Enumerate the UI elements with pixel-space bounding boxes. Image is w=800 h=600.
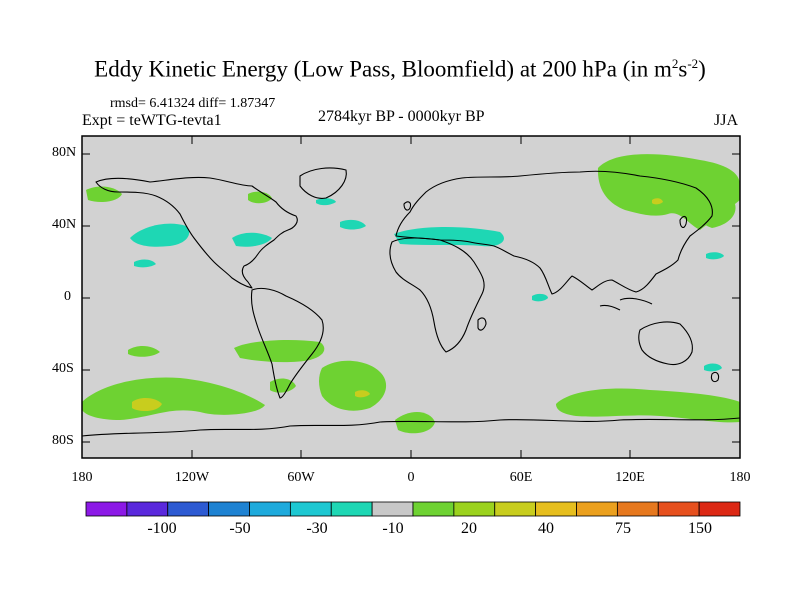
indonesia-coast [599,297,653,311]
coastlines [82,167,740,437]
lon-label-60w: 60W [287,470,315,485]
madagascar-coast [477,317,487,331]
lon-label-180w: 180 [71,470,93,485]
south-america-patch [234,340,325,363]
greenland-coast [299,167,347,199]
colorbar-swatch [412,501,455,517]
south-pacific-small [128,346,160,357]
colorbar-swatch [453,501,496,517]
strong-positive-regions [132,198,663,412]
stats-label: rmsd= 6.41324 diff= 1.87347 [110,96,276,111]
colorbar-label: 40 [538,520,554,537]
australia-east-negative [704,363,722,372]
colorbar-swatch [576,501,618,517]
south-indian-patch [395,411,435,434]
colorbar-label: 150 [688,520,712,537]
colorbar-swatch [371,501,414,517]
colorbar-label: 20 [461,520,477,537]
colorbar-swatch [208,501,250,517]
colorbar-swatch [616,501,659,517]
atlantic-core [355,390,370,398]
south-america-coast [250,287,324,399]
colorbar-swatch [167,501,210,517]
atlantic-small-negative [316,198,336,206]
lat-label-40s: 40S [52,361,74,376]
india-negative [532,293,548,302]
colorbar-swatch [249,501,291,517]
europe-asia-coast [395,170,713,295]
canada-patch [248,191,272,204]
south-atlantic-edge [270,378,296,393]
lon-label-60e: 60E [509,470,533,485]
season-label: JJA [714,112,739,129]
antarctica-coast [82,417,740,437]
lat-label-80n: 80N [52,145,77,160]
lon-label-180e: 180 [729,470,751,485]
colorbar-swatch [657,501,700,517]
pacific-east-negative [134,259,156,268]
positive-anomaly-regions [82,154,740,434]
colorbar-swatch [535,501,577,517]
pacific-north-patch [692,196,736,228]
colorbar-swatch [289,501,332,517]
north-pacific-negative [130,223,190,247]
lon-label-120w: 120W [174,470,210,485]
colorbar-swatch [126,501,169,517]
lat-label-0: 0 [64,289,71,304]
colorbar-swatch [698,501,741,517]
uk-coast [403,201,412,211]
lon-label-0: 0 [407,470,415,485]
australia-coast [638,321,693,366]
colorbar-label: -50 [229,520,251,537]
colorbar-swatch [330,501,373,517]
lat-label-40n: 40N [52,217,77,232]
nz-coast [710,371,720,383]
japan-coast [679,215,688,229]
plot-title: Eddy Kinetic Energy (Low Pass, Bloomfiel… [94,56,706,82]
negative-anomaly-regions [130,198,724,372]
med-negative [394,227,504,247]
colorbar-label: 75 [615,520,631,537]
axis-ticks [81,136,741,458]
alaska-patch [86,186,122,202]
pacific-west-negative [706,252,724,260]
siberia-core [652,198,663,205]
australia-south-patch [556,388,740,423]
colorbar-swatch [494,501,537,517]
africa-coast [389,237,485,353]
lat-label-80s: 80S [52,433,74,448]
south-pacific-large [82,377,265,420]
colorbar-label: -30 [306,520,328,537]
colorbar-label: -100 [147,520,177,537]
lon-label-120e: 120E [615,470,645,485]
colorbar [85,501,741,517]
south-pacific-core [132,398,162,412]
atlantic-mid-negative [340,219,366,230]
colorbar-label: -10 [382,520,404,537]
period-label: 2784kyr BP - 0000kyr BP [318,108,485,125]
colorbar-swatch [85,501,128,517]
north-america-coast [95,176,298,289]
experiment-label: Expt = teWTG-tevta1 [82,112,222,129]
south-atlantic-patch [319,360,387,411]
us-negative [232,232,272,247]
